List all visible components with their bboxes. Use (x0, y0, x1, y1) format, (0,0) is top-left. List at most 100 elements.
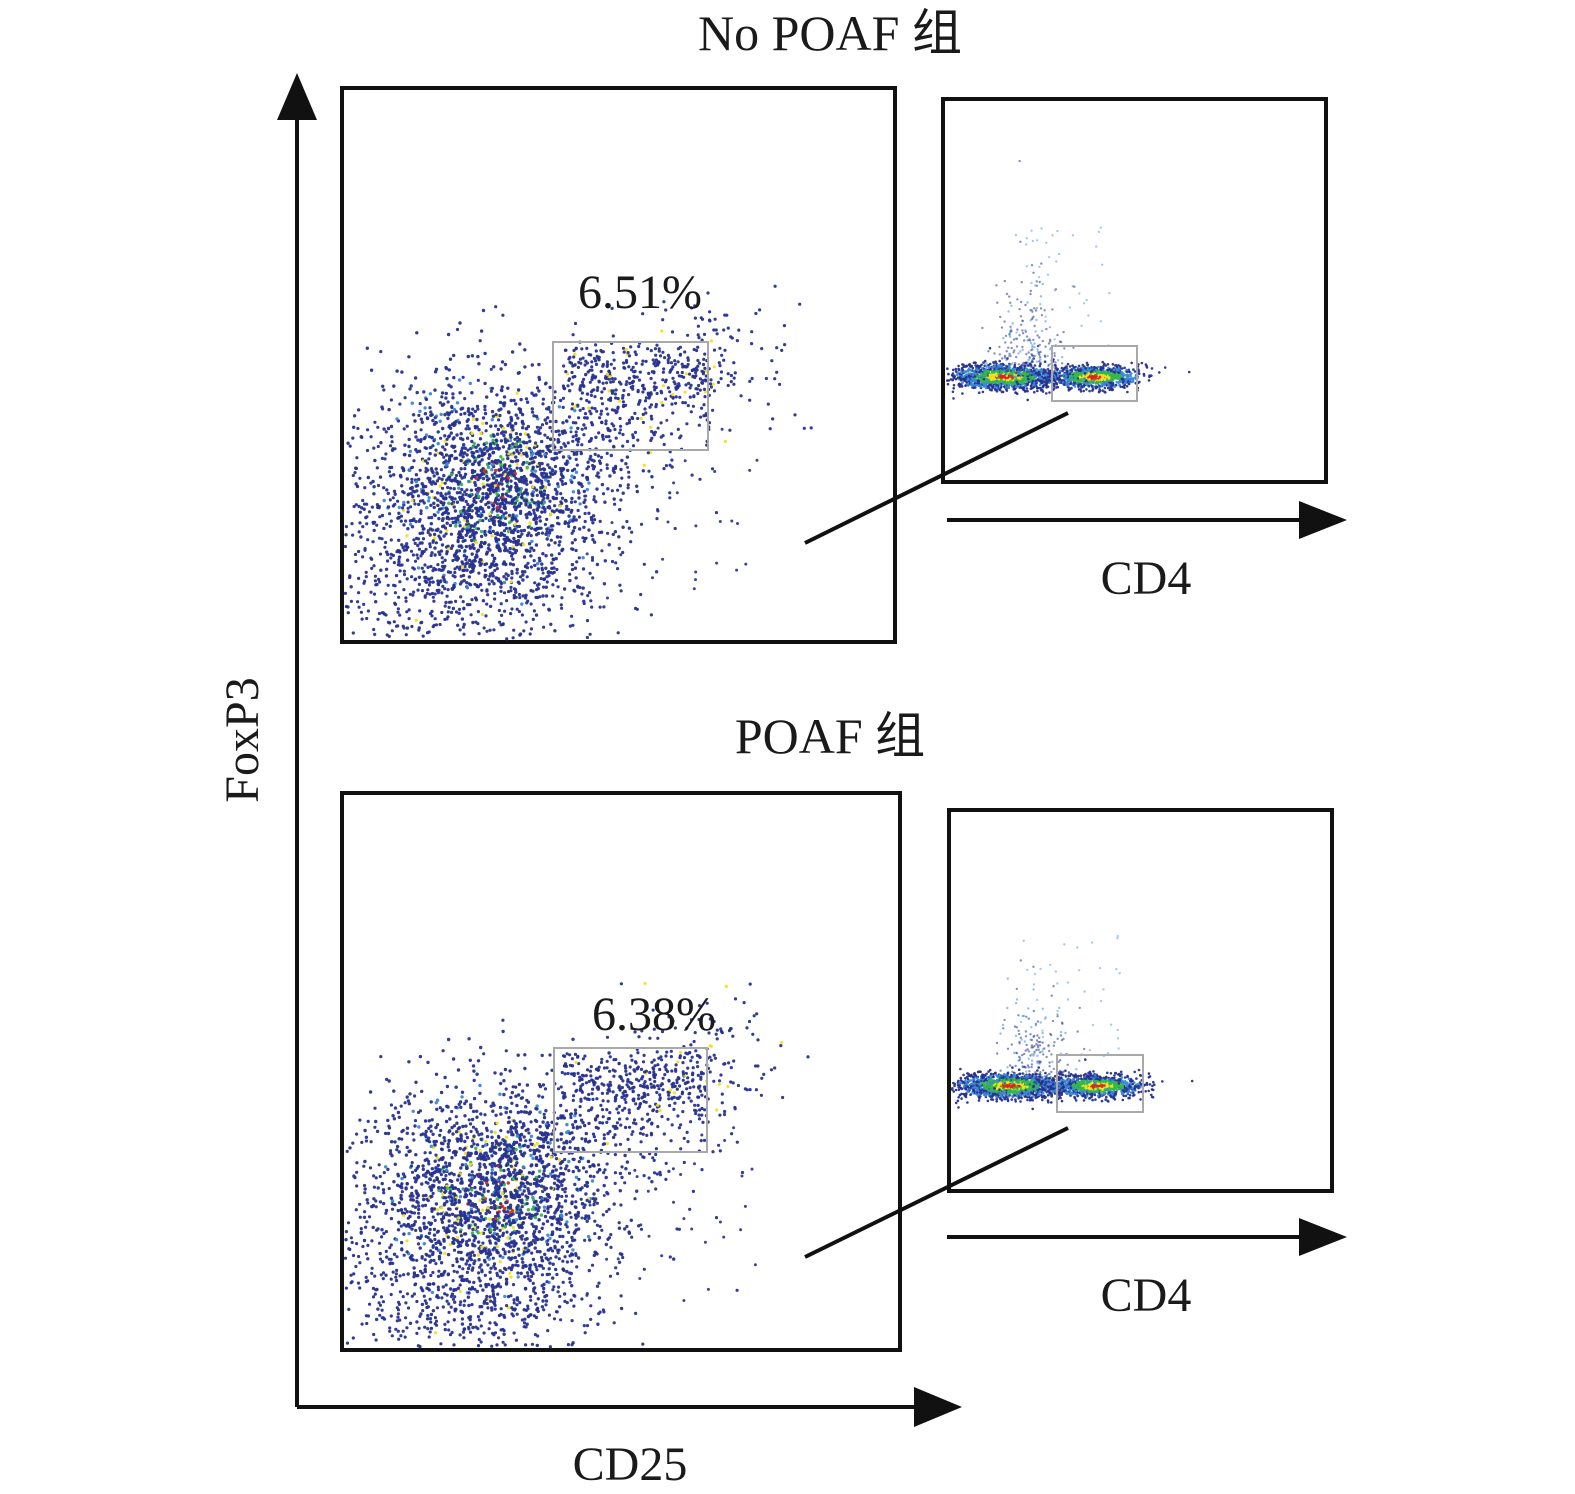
event-dot (1033, 390, 1036, 394)
event-dot (376, 617, 380, 621)
event-dot (453, 456, 457, 461)
event-dot (1002, 385, 1006, 388)
event-dot (591, 576, 595, 580)
event-dot (654, 570, 659, 574)
event-dot (402, 569, 406, 573)
event-dot (452, 353, 456, 358)
event-dot (488, 491, 492, 495)
event-dot (424, 459, 428, 463)
event-dot (584, 494, 588, 498)
event-dot (1008, 366, 1011, 369)
event-dot (355, 456, 359, 460)
event-dot (1033, 364, 1037, 367)
event-dot (622, 350, 626, 354)
event-dot (538, 515, 542, 519)
event-dot (452, 487, 456, 491)
event-dot (566, 468, 570, 473)
event-dot (554, 429, 558, 434)
event-dot (385, 633, 389, 637)
event-dot (452, 505, 456, 509)
event-dot (482, 447, 486, 451)
event-dot (443, 481, 447, 485)
event-dot (446, 400, 450, 404)
event-dot (572, 467, 577, 471)
event-dot (954, 367, 958, 371)
event-dot (362, 602, 366, 607)
event-dot (495, 432, 500, 436)
event-dot (452, 375, 456, 380)
event-dot (503, 506, 507, 511)
event-dot (503, 437, 507, 441)
event-dot (512, 505, 517, 509)
event-dot (676, 347, 681, 351)
event-dot (520, 496, 524, 500)
event-dot (481, 492, 485, 496)
event-dot (604, 419, 608, 423)
event-dot (673, 362, 678, 366)
event-dot (408, 468, 412, 473)
event-dot (462, 505, 466, 509)
event-dot (603, 559, 607, 563)
event-dot (952, 397, 955, 400)
event-dot (568, 572, 572, 576)
event-dot (416, 494, 421, 498)
event-dot (639, 522, 644, 526)
event-dot (450, 404, 454, 409)
event-dot (442, 497, 446, 501)
event-dot (458, 490, 462, 495)
event-dot (695, 387, 699, 391)
event-dot (496, 513, 500, 518)
event-dot (606, 428, 611, 432)
event-dot (537, 377, 542, 382)
event-dot (540, 562, 544, 566)
event-dot (384, 574, 389, 578)
event-dot (356, 600, 360, 604)
event-dot (411, 489, 415, 493)
event-dot (699, 415, 703, 419)
event-dot (397, 555, 402, 559)
event-dot (570, 402, 575, 406)
event-dot (538, 467, 543, 472)
event-dot (434, 541, 438, 545)
event-dot (470, 431, 474, 435)
event-dot (698, 377, 703, 381)
event-dot (483, 411, 488, 416)
event-dot (463, 472, 468, 476)
event-dot (502, 512, 506, 516)
event-dot (616, 488, 620, 492)
event-dot (696, 324, 701, 328)
event-dot (414, 480, 419, 484)
event-dot (1041, 390, 1045, 393)
event-dot (387, 407, 391, 412)
event-dot (608, 474, 612, 478)
event-dot (459, 482, 464, 487)
event-dot (620, 458, 624, 463)
event-dot (466, 512, 470, 517)
event-dot (666, 520, 670, 524)
event-dot (996, 371, 1000, 374)
event-dot (399, 475, 403, 479)
event-dot (509, 468, 513, 472)
event-dot (501, 445, 506, 449)
event-dot (611, 351, 615, 355)
event-dot (499, 439, 504, 443)
event-dot (530, 498, 534, 502)
event-dot (365, 448, 370, 453)
event-dot (479, 329, 484, 333)
event-dot (375, 503, 379, 507)
event-dot (380, 537, 384, 541)
event-dot (510, 350, 515, 354)
event-dot (464, 499, 468, 504)
event-dot (641, 359, 645, 363)
event-dot (649, 613, 654, 617)
event-dot (773, 377, 777, 381)
event-dot (426, 468, 430, 472)
event-dot (631, 444, 636, 448)
top-panel-title: No POAF 组 (698, 5, 962, 61)
event-dot (521, 578, 525, 582)
event-dot (541, 506, 545, 510)
event-dot (566, 441, 570, 445)
event-dot (559, 535, 563, 539)
event-dot (713, 470, 717, 473)
event-dot (495, 509, 499, 513)
